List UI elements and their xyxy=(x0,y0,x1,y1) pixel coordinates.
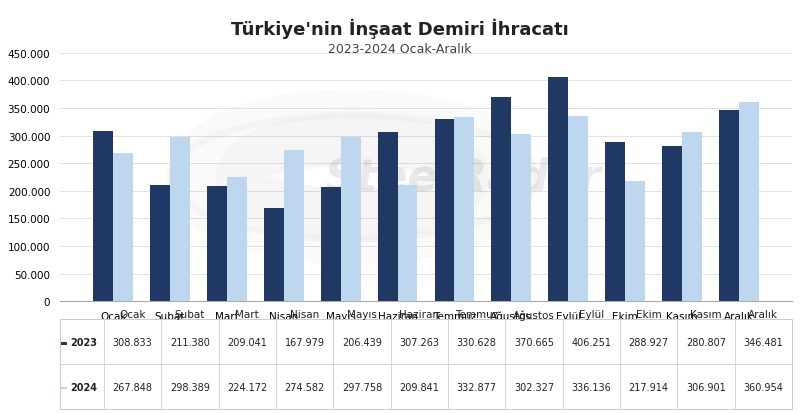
FancyBboxPatch shape xyxy=(334,320,390,364)
Bar xyxy=(113,154,133,301)
Text: Ekim: Ekim xyxy=(636,310,662,320)
Text: 280.807: 280.807 xyxy=(686,337,726,347)
FancyBboxPatch shape xyxy=(60,364,104,409)
FancyBboxPatch shape xyxy=(734,364,792,409)
Bar xyxy=(207,186,227,301)
Bar xyxy=(264,209,284,301)
Bar xyxy=(434,119,454,301)
Text: Eylül: Eylül xyxy=(578,310,604,320)
Text: 2023: 2023 xyxy=(70,337,98,347)
FancyBboxPatch shape xyxy=(678,320,734,364)
Bar xyxy=(511,135,531,301)
FancyBboxPatch shape xyxy=(390,364,448,409)
FancyBboxPatch shape xyxy=(162,320,218,364)
Bar xyxy=(378,132,398,301)
Text: 406.251: 406.251 xyxy=(571,337,611,347)
Text: 370.665: 370.665 xyxy=(514,337,554,347)
Text: Haziran: Haziran xyxy=(399,310,439,320)
Bar xyxy=(454,118,474,301)
Text: 306.901: 306.901 xyxy=(686,382,726,392)
Text: 2023-2024 Ocak-Aralık: 2023-2024 Ocak-Aralık xyxy=(328,43,472,56)
FancyBboxPatch shape xyxy=(104,364,162,409)
FancyBboxPatch shape xyxy=(506,320,562,364)
Text: 336.136: 336.136 xyxy=(571,382,611,392)
Text: Şubat: Şubat xyxy=(174,310,205,320)
FancyBboxPatch shape xyxy=(678,364,734,409)
Text: 217.914: 217.914 xyxy=(629,382,669,392)
Bar xyxy=(227,178,247,301)
Bar xyxy=(682,133,702,301)
FancyBboxPatch shape xyxy=(62,342,66,345)
FancyBboxPatch shape xyxy=(562,320,620,364)
Text: 209.841: 209.841 xyxy=(399,382,439,392)
Text: 274.582: 274.582 xyxy=(285,382,325,392)
Text: Nisan: Nisan xyxy=(290,310,319,320)
Text: 211.380: 211.380 xyxy=(170,337,210,347)
FancyBboxPatch shape xyxy=(390,320,448,364)
Bar xyxy=(341,138,361,301)
Text: 308.833: 308.833 xyxy=(113,337,153,347)
Text: Türkiye'nin İnşaat Demiri İhracatı: Türkiye'nin İnşaat Demiri İhracatı xyxy=(231,19,569,39)
FancyBboxPatch shape xyxy=(104,320,162,364)
Text: 288.927: 288.927 xyxy=(629,337,669,347)
Text: Temmuz: Temmuz xyxy=(455,310,498,320)
Text: 206.439: 206.439 xyxy=(342,337,382,347)
Text: 307.263: 307.263 xyxy=(399,337,439,347)
FancyBboxPatch shape xyxy=(506,364,562,409)
FancyBboxPatch shape xyxy=(620,320,678,364)
Text: 224.172: 224.172 xyxy=(227,382,267,392)
Text: SteelRadar: SteelRadar xyxy=(324,156,601,199)
FancyBboxPatch shape xyxy=(60,320,104,364)
Text: 167.979: 167.979 xyxy=(285,337,325,347)
Bar xyxy=(719,111,739,301)
FancyBboxPatch shape xyxy=(620,364,678,409)
Text: Mayıs: Mayıs xyxy=(347,310,377,320)
FancyBboxPatch shape xyxy=(218,320,276,364)
Text: 298.389: 298.389 xyxy=(170,382,210,392)
Bar xyxy=(568,116,588,301)
Bar xyxy=(491,97,511,301)
FancyBboxPatch shape xyxy=(62,387,66,389)
FancyBboxPatch shape xyxy=(448,320,506,364)
Text: Kasım: Kasım xyxy=(690,310,722,320)
Bar xyxy=(625,181,645,301)
Bar xyxy=(605,142,625,301)
Text: 332.877: 332.877 xyxy=(457,382,497,392)
Bar xyxy=(321,188,341,301)
Bar xyxy=(284,150,304,301)
FancyBboxPatch shape xyxy=(218,364,276,409)
Bar xyxy=(170,137,190,301)
Text: 297.758: 297.758 xyxy=(342,382,382,392)
Text: 267.848: 267.848 xyxy=(113,382,153,392)
Bar xyxy=(662,147,682,301)
Text: 346.481: 346.481 xyxy=(743,337,783,347)
Text: Mart: Mart xyxy=(235,310,259,320)
FancyBboxPatch shape xyxy=(562,364,620,409)
Text: 209.041: 209.041 xyxy=(227,337,267,347)
FancyBboxPatch shape xyxy=(448,364,506,409)
FancyBboxPatch shape xyxy=(276,320,334,364)
Bar xyxy=(150,185,170,301)
FancyBboxPatch shape xyxy=(276,364,334,409)
Text: Ocak: Ocak xyxy=(119,310,146,320)
Bar xyxy=(548,78,568,301)
Text: 2024: 2024 xyxy=(70,382,98,392)
Text: Ağustos: Ağustos xyxy=(513,309,555,320)
Text: Aralık: Aralık xyxy=(748,310,778,320)
Bar xyxy=(94,131,113,301)
Bar xyxy=(739,103,758,301)
Text: 330.628: 330.628 xyxy=(457,337,497,347)
Bar xyxy=(398,186,418,301)
Text: 302.327: 302.327 xyxy=(514,382,554,392)
FancyBboxPatch shape xyxy=(334,364,390,409)
FancyBboxPatch shape xyxy=(734,320,792,364)
FancyBboxPatch shape xyxy=(162,364,218,409)
Text: 360.954: 360.954 xyxy=(743,382,783,392)
